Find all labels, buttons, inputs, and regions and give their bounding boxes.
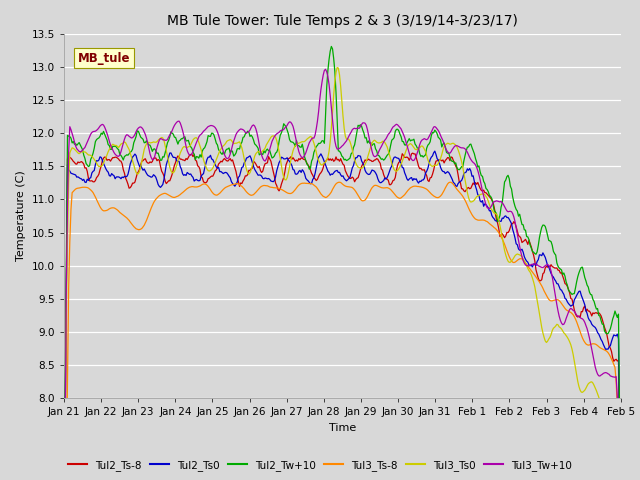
Text: MB_tule: MB_tule (78, 52, 131, 65)
Legend: Tul2_Ts-8, Tul2_Ts0, Tul2_Tw+10, Tul3_Ts-8, Tul3_Ts0, Tul3_Tw+10: Tul2_Ts-8, Tul2_Ts0, Tul2_Tw+10, Tul3_Ts… (64, 456, 576, 475)
Y-axis label: Temperature (C): Temperature (C) (16, 170, 26, 262)
Title: MB Tule Tower: Tule Temps 2 & 3 (3/19/14-3/23/17): MB Tule Tower: Tule Temps 2 & 3 (3/19/14… (167, 14, 518, 28)
X-axis label: Time: Time (329, 423, 356, 433)
